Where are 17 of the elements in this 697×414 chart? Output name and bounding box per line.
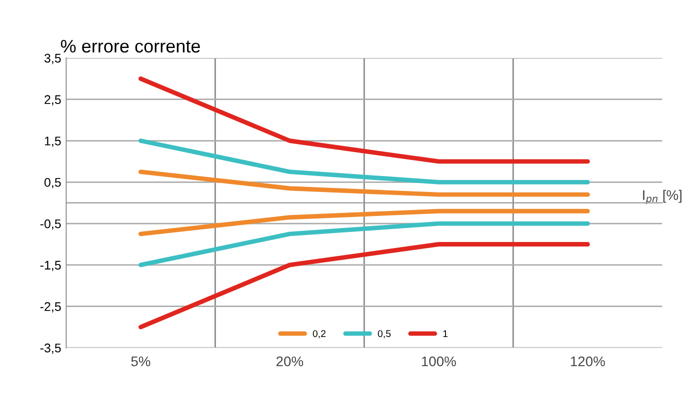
y-tick-label: 0,5	[44, 178, 61, 188]
x-axis-title: I$_{pn}$ [%]	[643, 190, 682, 204]
x-tick-label: 120%	[570, 356, 605, 366]
y-tick-label: 1,5	[44, 136, 61, 147]
x-tick-label: 5%	[131, 356, 150, 366]
y-tick-label: 3,5	[44, 54, 61, 64]
y-tick-label: -1,5	[40, 260, 61, 272]
chart-title: % errore corrente	[60, 40, 200, 53]
x-tick-label: 100%	[422, 356, 456, 366]
y-tick-label: -3,5	[40, 344, 61, 354]
legend-label: 0,2	[312, 330, 326, 338]
y-tick-label: 2,5	[44, 95, 61, 106]
legend-label: 0,5	[378, 330, 391, 338]
x-tick-label: 20%	[276, 356, 304, 366]
y-tick-label: -2,5	[40, 302, 61, 312]
y-tick-label: -0,5	[40, 219, 61, 230]
legend-label: 1	[443, 330, 448, 337]
